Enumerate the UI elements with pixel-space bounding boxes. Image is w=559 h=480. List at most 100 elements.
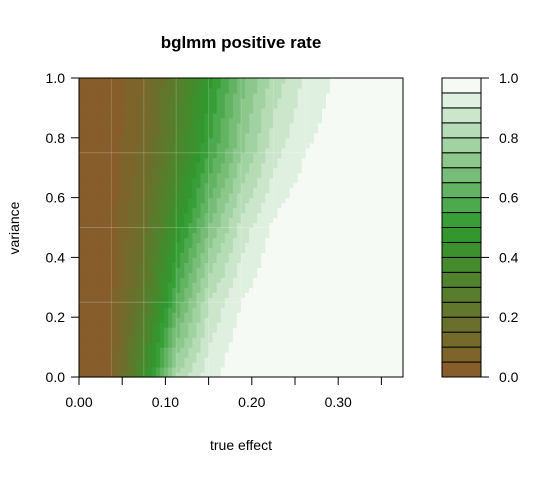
heatmap-cell [338, 232, 343, 239]
heatmap-cell [245, 82, 250, 89]
heatmap-cell [277, 162, 283, 169]
heatmap-cell [204, 117, 210, 124]
heatmap-cell [249, 112, 254, 119]
heatmap-cell [87, 217, 92, 224]
heatmap-cell [184, 362, 189, 368]
heatmap-cell [151, 192, 157, 199]
heatmap-cell [261, 172, 266, 179]
heatmap-cell [188, 142, 193, 149]
heatmap-cell [220, 97, 226, 104]
heatmap-cell [285, 97, 291, 104]
heatmap-cell [398, 107, 404, 114]
heatmap-cell [107, 187, 112, 194]
heatmap-cell [216, 112, 222, 119]
heatmap-cell [257, 352, 262, 358]
heatmap-cell [87, 202, 92, 209]
heatmap-cell [253, 147, 258, 154]
heatmap-cell [386, 147, 392, 154]
heatmap-cell [297, 312, 303, 318]
heatmap-cell [160, 347, 165, 353]
heatmap-cell [354, 127, 360, 134]
legend-swatch [441, 197, 482, 214]
heatmap-cell [301, 182, 307, 189]
heatmap-cell [277, 292, 283, 298]
heatmap-cell [398, 167, 404, 174]
heatmap-cell [216, 342, 222, 348]
heatmap-cell [228, 362, 234, 368]
heatmap-cell [176, 147, 181, 154]
heatmap-cell [281, 292, 287, 298]
heatmap-cell [241, 242, 246, 249]
heatmap-cell [305, 97, 311, 104]
heatmap-cell [330, 302, 335, 308]
heatmap-cell [155, 322, 161, 328]
heatmap-cell [192, 372, 198, 378]
heatmap-cell [147, 297, 153, 303]
heatmap-cell [273, 297, 279, 303]
heatmap-cell [342, 197, 347, 204]
heatmap-cell [370, 127, 376, 134]
heatmap-cell [277, 142, 283, 149]
heatmap-cell [236, 342, 242, 348]
x-axis-label: true effect [210, 437, 272, 453]
heatmap-cell [208, 222, 214, 229]
heatmap-cell [285, 78, 291, 84]
heatmap-cell [342, 237, 347, 244]
heatmap-cell [196, 367, 202, 373]
heatmap-cell [200, 117, 206, 124]
heatmap-cell [322, 372, 327, 378]
heatmap-cell [313, 352, 319, 358]
heatmap-cell [131, 182, 137, 189]
heatmap-cell [111, 287, 117, 293]
heatmap-cell [330, 157, 335, 164]
heatmap-cell [249, 247, 254, 254]
heatmap-cell [79, 267, 84, 273]
x-tick-label: 0.10 [152, 394, 179, 410]
heatmap-cell [176, 82, 181, 89]
heatmap-cell [338, 227, 343, 234]
heatmap-cell [164, 232, 169, 239]
heatmap-cell [241, 112, 246, 119]
heatmap-cell [228, 352, 234, 358]
heatmap-cell [111, 207, 117, 214]
heatmap-cell [107, 202, 112, 209]
heatmap-cell [208, 357, 214, 363]
heatmap-cell [358, 82, 364, 89]
heatmap-cell [164, 102, 169, 109]
heatmap-cell [188, 337, 193, 343]
heatmap-cell [257, 302, 262, 308]
heatmap-cell [155, 277, 161, 283]
heatmap-cell [87, 292, 92, 298]
heatmap-cell [370, 307, 376, 313]
heatmap-cell [334, 117, 339, 124]
heatmap-cell [143, 287, 149, 293]
heatmap-cell [293, 112, 299, 119]
heatmap-cell [155, 242, 161, 249]
heatmap-cell [382, 342, 388, 348]
heatmap-cell [176, 132, 181, 139]
heatmap-cell [273, 307, 279, 313]
heatmap-cell [196, 127, 202, 134]
heatmap-cell [147, 352, 153, 358]
heatmap-cell [273, 107, 279, 114]
heatmap-cell [208, 117, 214, 124]
heatmap-cell [378, 282, 384, 288]
heatmap-cell [164, 197, 169, 204]
heatmap-cell [317, 122, 323, 129]
heatmap-cell [322, 342, 327, 348]
heatmap-cell [151, 347, 157, 353]
heatmap-cell [249, 332, 254, 338]
heatmap-cell [87, 312, 92, 318]
heatmap-cell [342, 232, 347, 239]
heatmap-cell [160, 177, 165, 184]
heatmap-cell [172, 242, 177, 249]
heatmap-cell [212, 272, 218, 278]
heatmap-cell [390, 102, 396, 109]
heatmap-cell [236, 147, 242, 154]
heatmap-cell [99, 312, 104, 318]
heatmap-cell [301, 78, 307, 84]
heatmap-cell [184, 257, 189, 263]
heatmap-cell [346, 197, 351, 204]
heatmap-cell [220, 152, 226, 159]
heatmap-cell [200, 317, 206, 323]
